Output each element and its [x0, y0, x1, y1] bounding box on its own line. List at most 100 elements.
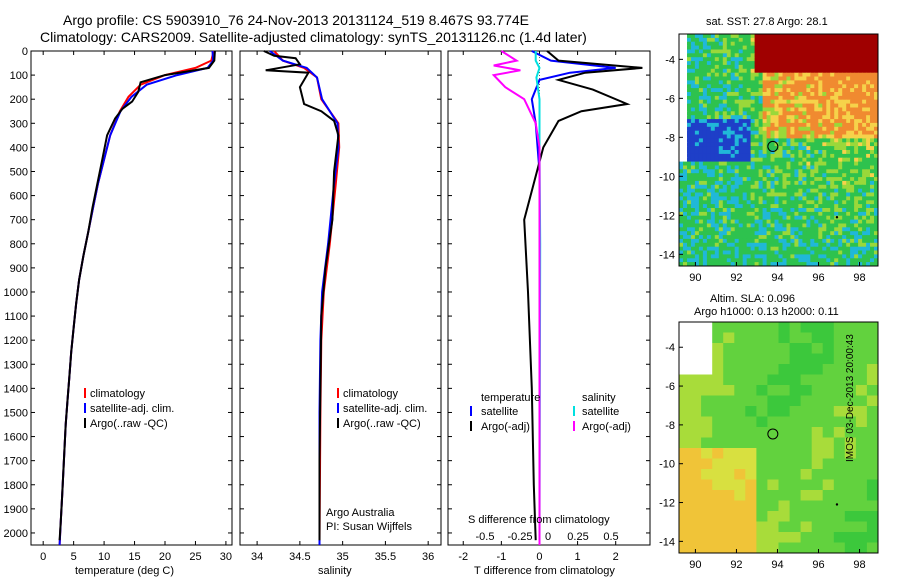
- map-cell: [846, 119, 851, 124]
- map-cell: [806, 107, 811, 112]
- map-cell: [778, 204, 783, 209]
- map-cell: [826, 208, 831, 213]
- map-cell: [756, 427, 768, 438]
- map-cell: [822, 427, 835, 438]
- map-cell: [734, 343, 746, 354]
- map-cell: [698, 95, 704, 101]
- map-cell: [814, 142, 819, 147]
- map-cell: [723, 416, 735, 428]
- map-cell: [855, 332, 868, 344]
- map-cell: [726, 68, 732, 74]
- map-cell: [698, 61, 704, 66]
- map-cell: [694, 242, 700, 248]
- map-cell: [806, 34, 811, 39]
- map-cell: [782, 196, 787, 201]
- map-cell: [794, 150, 799, 155]
- map-cell: [850, 150, 855, 155]
- map-cell: [833, 322, 846, 333]
- map-cell: [822, 343, 835, 354]
- map-cell: [722, 88, 728, 93]
- map-cell: [718, 235, 724, 240]
- map-cell: [866, 322, 879, 333]
- map-cell: [822, 332, 835, 344]
- map-cell: [870, 219, 875, 224]
- map-cell: [870, 72, 875, 78]
- map-cell: [698, 126, 704, 132]
- map-cell: [690, 262, 696, 267]
- map-cell: [687, 99, 692, 105]
- map-cell: [854, 211, 859, 217]
- map-cell: [846, 223, 851, 228]
- map-cell: [722, 99, 728, 105]
- map-cell: [818, 49, 823, 54]
- map-cell: [778, 192, 783, 197]
- map-cell: [730, 208, 736, 213]
- map-cell: [742, 142, 748, 147]
- map-cell: [766, 165, 772, 170]
- map-cell: [830, 41, 835, 47]
- map-cell: [730, 80, 736, 85]
- map-cell: [826, 242, 831, 248]
- map-cell: [690, 231, 696, 236]
- map-cell: [762, 238, 768, 244]
- map-cell: [683, 53, 688, 58]
- map-cell: [778, 88, 783, 93]
- map-cell: [858, 34, 863, 39]
- map-cell: [782, 150, 787, 155]
- map-cell: [750, 53, 756, 58]
- map-cell: [738, 254, 744, 259]
- map-cell: [714, 146, 720, 151]
- map-cell: [762, 161, 768, 166]
- map-cell: [702, 165, 708, 170]
- map-cell: [702, 95, 708, 101]
- map-cell: [679, 64, 684, 70]
- map-cell: [789, 406, 802, 417]
- map-cell: [806, 61, 811, 66]
- map-cell: [794, 122, 799, 128]
- map-cell: [790, 88, 795, 93]
- map-cell: [742, 177, 748, 182]
- map-cell: [822, 153, 827, 159]
- map-cell: [774, 254, 779, 259]
- map-cell: [846, 80, 851, 85]
- map-cell: [714, 76, 720, 81]
- map-cell: [842, 254, 847, 259]
- map-cell: [706, 150, 712, 155]
- map-cell: [770, 204, 775, 209]
- map-cell: [786, 37, 791, 43]
- map-cell: [714, 242, 720, 248]
- map-cell: [770, 165, 775, 170]
- map-cell: [679, 177, 684, 182]
- map-cell: [834, 146, 839, 151]
- map-cell: [738, 72, 744, 78]
- map-cell: [790, 173, 795, 178]
- map-cell: [694, 49, 700, 54]
- map-cell: [834, 37, 839, 43]
- map-cell: [702, 173, 708, 178]
- map-cell: [710, 161, 716, 166]
- map-cell: [850, 211, 855, 217]
- map-cell: [822, 250, 827, 255]
- map-cell: [746, 138, 752, 143]
- map-cell: [814, 72, 819, 78]
- map-cell: [782, 37, 787, 43]
- map-cell: [770, 246, 775, 252]
- map-cell: [734, 395, 746, 407]
- map-cell: [774, 188, 779, 194]
- map-cell: [822, 103, 827, 108]
- map-cell: [858, 219, 863, 224]
- map-cell: [714, 161, 720, 166]
- map-cell: [798, 196, 803, 201]
- map-cell: [794, 80, 799, 85]
- map-cell: [778, 211, 783, 217]
- map-cell: [826, 76, 831, 81]
- map-cell: [782, 84, 787, 89]
- map-cell: [758, 231, 764, 236]
- map-cell: [714, 126, 720, 132]
- map-cell: [806, 246, 811, 252]
- map-cell: [798, 165, 803, 170]
- map-cell: [844, 343, 857, 354]
- map-cell: [806, 227, 811, 232]
- map-cell: [698, 188, 704, 194]
- chart-title-line1: Argo profile: CS 5903910_76 24-Nov-2013 …: [63, 12, 529, 28]
